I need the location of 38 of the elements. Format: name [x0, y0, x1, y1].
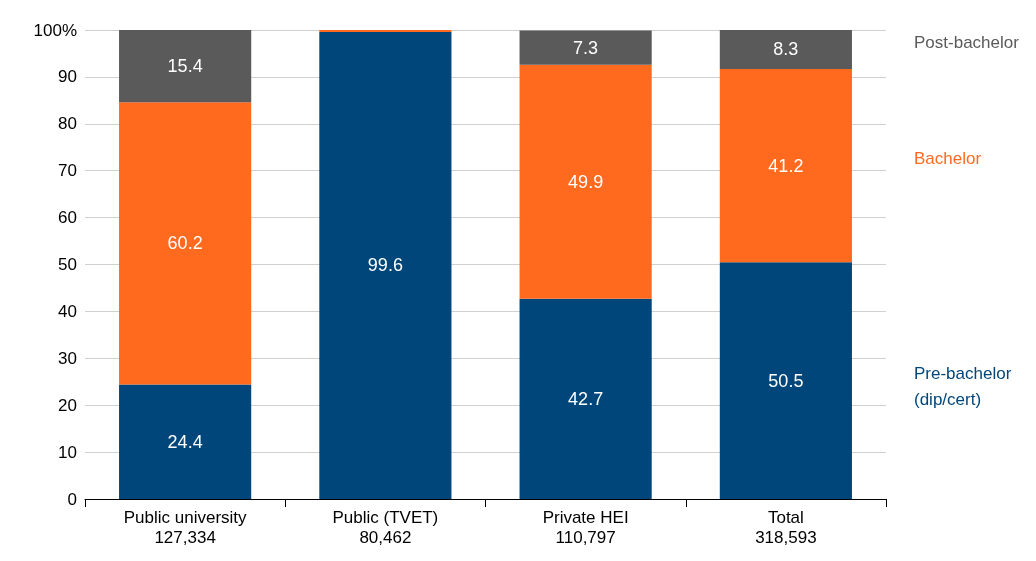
bar	[519, 298, 652, 499]
bar	[119, 384, 252, 499]
bar	[319, 31, 452, 499]
y-tick-label: 40	[58, 301, 77, 321]
bar	[119, 30, 252, 103]
data-label: 42.7	[568, 388, 604, 409]
bar	[719, 68, 852, 263]
y-tick-label: 70	[58, 161, 77, 181]
data-label: 7.3	[573, 37, 599, 58]
data-label: 8.3	[773, 39, 799, 60]
bar	[719, 262, 852, 499]
bar	[719, 30, 852, 69]
x-tick-label: Total 318,593	[755, 507, 817, 547]
y-tick-label: 10	[58, 442, 77, 462]
y-tick-label: 50	[58, 255, 77, 274]
data-label: 41.2	[768, 155, 804, 176]
y-tick-label: 60	[58, 208, 77, 228]
data-label: 24.4	[167, 431, 203, 452]
bar	[119, 102, 252, 385]
data-label: 15.4	[167, 56, 203, 77]
y-tick-label: 90	[58, 67, 77, 87]
bar	[519, 30, 652, 65]
bar	[519, 64, 652, 299]
y-tick-label: 30	[58, 348, 77, 368]
text: Post-bachelor	[914, 32, 1020, 52]
x-tick-label: Private HEI 110,797	[542, 507, 629, 547]
y-tick-label: 20	[58, 395, 77, 415]
data-label: 49.9	[568, 171, 604, 192]
data-label: 99.6	[367, 255, 403, 276]
text: Bachelor	[914, 149, 982, 169]
data-label: 50.5	[768, 370, 804, 391]
text: Pre-bachelor (dip/cert)	[914, 364, 1017, 410]
y-tick-label: 80	[58, 114, 77, 134]
y-tick-label: 0	[67, 489, 77, 509]
y-tick-label: 100%	[33, 20, 77, 40]
x-tick-label: Public (TVET) 80,462	[332, 507, 439, 547]
data-label: 60.2	[167, 233, 203, 254]
x-tick-label: Public university 127,334	[123, 507, 248, 547]
